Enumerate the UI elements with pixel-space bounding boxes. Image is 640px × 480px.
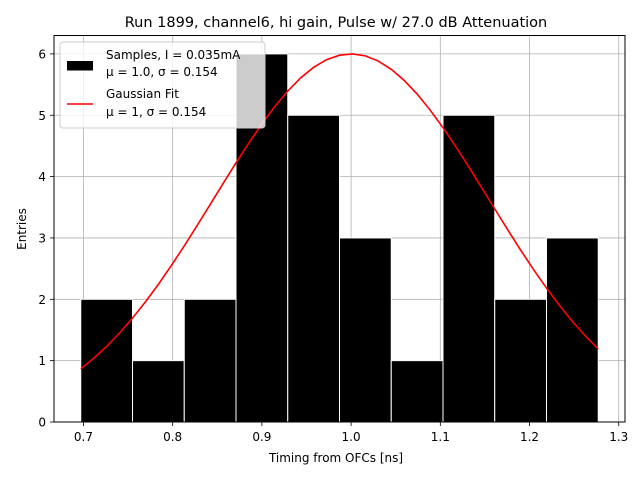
histogram-bar-2 bbox=[132, 360, 185, 423]
x-axis-ticks: 0.7 0.8 0.9 1.0 1.1 1.2 1.3 bbox=[74, 422, 628, 444]
plot-frame bbox=[53, 35, 626, 423]
x-tick-label: 1.0 bbox=[342, 430, 361, 444]
legend-fit-label: Gaussian Fit bbox=[106, 87, 179, 101]
legend: Samples, I = 0.035mA μ = 1.0, σ = 0.154 … bbox=[59, 41, 266, 129]
y-axis-label: Entries bbox=[15, 208, 29, 250]
histogram-bar-7 bbox=[390, 360, 444, 423]
y-tick-label: 6 bbox=[38, 47, 46, 61]
histogram-bar-8 bbox=[442, 114, 496, 423]
y-tick-label: 2 bbox=[38, 293, 46, 307]
x-tick-label: 0.7 bbox=[74, 430, 93, 444]
histogram-bar-1 bbox=[80, 298, 134, 423]
histogram-bar-5 bbox=[287, 114, 340, 423]
x-tick-label: 0.8 bbox=[163, 430, 182, 444]
histogram-bar-6 bbox=[339, 237, 392, 423]
legend-samples-stats: μ = 1.0, σ = 0.154 bbox=[106, 65, 218, 79]
gaussian-fit-line bbox=[80, 53, 599, 370]
chart-title: Run 1899, channel6, hi gain, Pulse w/ 27… bbox=[125, 15, 548, 31]
y-tick-label: 4 bbox=[38, 170, 46, 184]
y-tick-label: 3 bbox=[38, 231, 46, 245]
y-tick-label: 1 bbox=[38, 354, 46, 368]
x-tick-label: 1.3 bbox=[609, 430, 628, 444]
x-tick-label: 1.1 bbox=[431, 430, 450, 444]
legend-fit-stats: μ = 1, σ = 0.154 bbox=[106, 105, 206, 119]
y-axis-ticks: 0 1 2 3 4 5 6 bbox=[38, 47, 54, 430]
legend-samples-label: Samples, I = 0.035mA bbox=[106, 48, 241, 62]
x-tick-label: 0.9 bbox=[252, 430, 271, 444]
y-tick-label: 0 bbox=[38, 416, 46, 430]
y-tick-label: 5 bbox=[38, 109, 46, 123]
legend-samples-swatch bbox=[67, 61, 93, 71]
x-tick-label: 1.2 bbox=[520, 430, 539, 444]
legend-box bbox=[59, 41, 266, 129]
histogram-bar-9 bbox=[494, 298, 547, 423]
histogram-bar-3 bbox=[183, 298, 237, 423]
histogram-bar-10 bbox=[545, 237, 599, 423]
x-axis-label: Timing from OFCs [ns] bbox=[268, 451, 403, 465]
